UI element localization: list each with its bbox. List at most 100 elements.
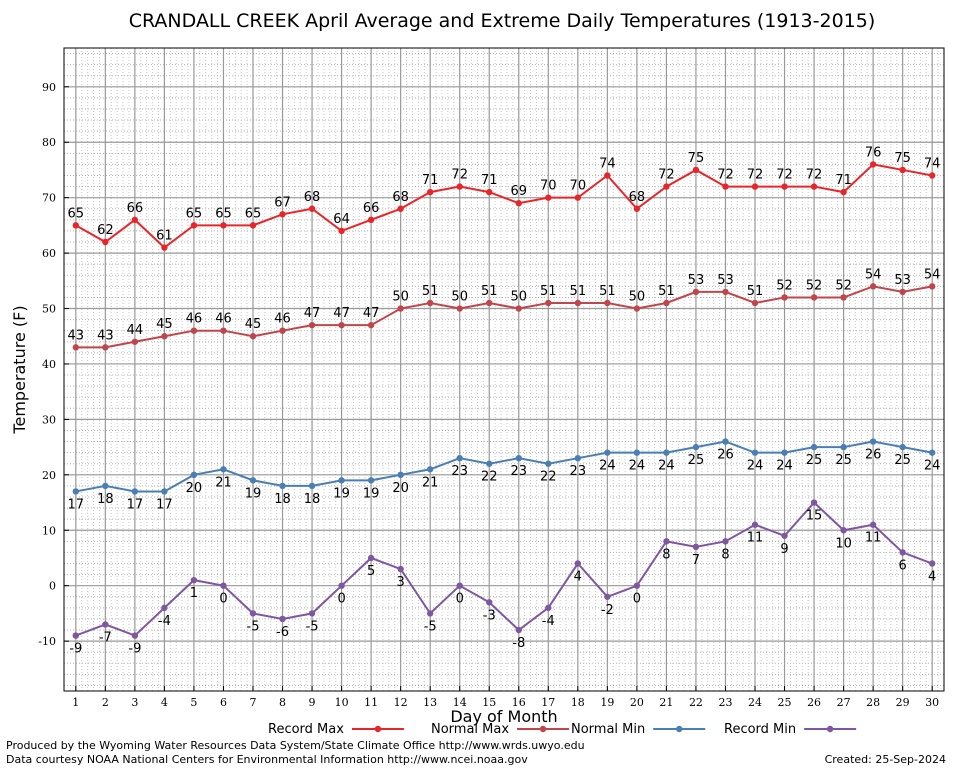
x-tick-label: 22 bbox=[689, 696, 703, 709]
data-point bbox=[131, 216, 139, 224]
data-label: 47 bbox=[304, 306, 321, 321]
data-label: 24 bbox=[658, 459, 675, 474]
x-tick-label: 7 bbox=[249, 696, 256, 709]
data-point bbox=[102, 482, 109, 490]
x-tick-label: 1 bbox=[72, 696, 79, 709]
series-normal-min: 17 18 17 17 20 21 19 18 18 19 19 20 21 23 22 23 22 23 24 24… bbox=[68, 438, 941, 512]
x-tick-label: 15 bbox=[482, 696, 496, 709]
series-line bbox=[75, 285, 933, 349]
legend-label: Normal Min bbox=[571, 722, 645, 737]
data-point bbox=[486, 299, 493, 307]
x-tick-label: 5 bbox=[190, 696, 197, 709]
data-label: 3 bbox=[397, 575, 405, 590]
data-point bbox=[72, 632, 80, 639]
x-tick-label: 4 bbox=[161, 696, 168, 709]
data-label: 72 bbox=[806, 168, 823, 183]
data-label: 46 bbox=[215, 312, 232, 327]
data-label: 72 bbox=[776, 168, 793, 183]
x-tick-label: 2 bbox=[102, 696, 109, 709]
series-line bbox=[75, 440, 933, 493]
data-label: -2 bbox=[601, 603, 614, 618]
data-label: -9 bbox=[69, 642, 82, 657]
x-tick-label: 28 bbox=[866, 696, 880, 709]
x-tick-label: 8 bbox=[279, 696, 286, 709]
data-label: 5 bbox=[367, 564, 375, 579]
data-point bbox=[456, 305, 463, 312]
data-label: 51 bbox=[481, 284, 498, 299]
data-point bbox=[131, 632, 139, 639]
data-point bbox=[574, 299, 582, 307]
data-label: 24 bbox=[776, 459, 793, 474]
data-label: 75 bbox=[894, 151, 911, 166]
x-tick-label: 20 bbox=[630, 696, 644, 709]
data-point bbox=[102, 621, 109, 628]
x-tick-label: 26 bbox=[807, 696, 821, 709]
data-point bbox=[426, 299, 434, 307]
data-label: 11 bbox=[865, 531, 882, 546]
y-tick-label: -10 bbox=[38, 635, 56, 648]
data-point bbox=[308, 482, 316, 490]
data-point bbox=[190, 327, 198, 334]
data-point bbox=[663, 538, 670, 545]
x-tick-label: 23 bbox=[718, 696, 732, 709]
data-label: 66 bbox=[127, 201, 144, 216]
y-tick-label: 10 bbox=[42, 524, 56, 537]
data-point bbox=[161, 488, 168, 495]
y-tick-label: 70 bbox=[42, 192, 56, 205]
data-label: 52 bbox=[806, 278, 823, 293]
data-point bbox=[692, 288, 700, 296]
data-label: 9 bbox=[780, 542, 788, 557]
data-label: 64 bbox=[333, 212, 350, 227]
data-label: 19 bbox=[333, 486, 350, 501]
footer-data-source: Data courtesy NOAA National Centers for … bbox=[6, 753, 528, 766]
data-point bbox=[279, 211, 286, 218]
series-line bbox=[75, 163, 933, 249]
x-tick-label: 19 bbox=[600, 696, 614, 709]
x-tick-label: 10 bbox=[335, 696, 349, 709]
data-label: 24 bbox=[924, 459, 941, 474]
data-label: 17 bbox=[156, 497, 173, 512]
series-line bbox=[75, 501, 933, 637]
x-tick-label: 27 bbox=[837, 696, 851, 709]
data-label: 53 bbox=[717, 273, 734, 288]
legend-marker bbox=[826, 725, 834, 733]
data-point bbox=[633, 449, 641, 456]
data-point bbox=[722, 538, 729, 545]
data-point bbox=[899, 443, 906, 451]
data-point bbox=[781, 183, 788, 190]
x-tick-label: 17 bbox=[541, 696, 555, 709]
data-label: 68 bbox=[629, 190, 646, 205]
data-point bbox=[131, 488, 139, 495]
data-label: 52 bbox=[776, 278, 793, 293]
data-label: 45 bbox=[245, 317, 262, 332]
data-label: 71 bbox=[422, 173, 439, 188]
chart-title: CRANDALL CREEK April Average and Extreme… bbox=[129, 10, 876, 32]
data-point bbox=[131, 338, 139, 345]
data-label: 17 bbox=[68, 497, 85, 512]
data-label: 69 bbox=[510, 184, 527, 199]
data-label: -4 bbox=[542, 614, 555, 629]
data-label: 23 bbox=[570, 464, 587, 479]
data-label: 51 bbox=[658, 284, 675, 299]
x-tick-label: 29 bbox=[896, 696, 910, 709]
data-label: 25 bbox=[835, 453, 852, 468]
data-label: 50 bbox=[510, 290, 527, 305]
data-point bbox=[456, 454, 463, 462]
data-label: 0 bbox=[456, 592, 464, 607]
legend-entry: Normal Max bbox=[431, 722, 570, 737]
x-tick-label: 13 bbox=[423, 696, 437, 709]
data-label: 4 bbox=[928, 570, 936, 585]
data-point bbox=[308, 205, 316, 212]
data-label: 25 bbox=[688, 453, 705, 468]
data-point bbox=[308, 321, 316, 329]
data-label: 21 bbox=[422, 475, 439, 490]
data-label: 50 bbox=[451, 290, 468, 305]
data-label: -9 bbox=[128, 642, 141, 657]
data-point bbox=[220, 582, 227, 589]
data-point bbox=[633, 582, 641, 589]
data-point bbox=[928, 449, 936, 456]
y-tick-label: 40 bbox=[42, 358, 56, 371]
x-tick-label: 9 bbox=[309, 696, 316, 709]
chart-legend: Record Max Normal Max Normal Min Record Min bbox=[268, 722, 857, 737]
